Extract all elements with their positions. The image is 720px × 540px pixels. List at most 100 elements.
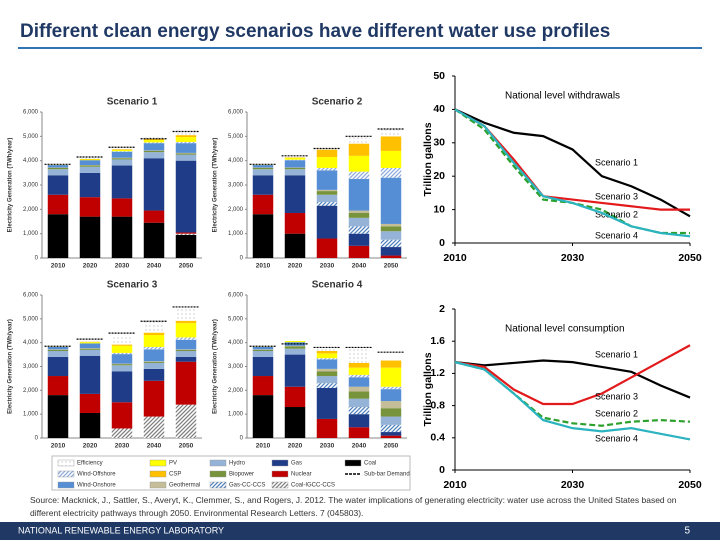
bar-segment <box>47 175 69 195</box>
bar-segment <box>348 143 370 156</box>
bar-segment <box>111 149 133 152</box>
legend-label: Coal <box>364 461 376 467</box>
bar-segment <box>143 143 165 151</box>
bar-segment <box>175 160 197 233</box>
legend-swatch <box>149 481 167 489</box>
y-tick-label: 2,000 <box>228 207 244 213</box>
x-tick-label: 2010 <box>51 263 66 270</box>
bar-segment <box>79 412 101 438</box>
chart-title: Scenario 3 <box>107 280 158 291</box>
bar-segment <box>316 167 338 171</box>
bar-segment <box>143 362 165 369</box>
y-tick-label: 4,000 <box>228 158 244 164</box>
series-label: Scenario 1 <box>595 349 638 359</box>
bar-segment <box>284 212 306 234</box>
series-line <box>454 108 691 218</box>
bar-segment <box>47 214 69 258</box>
y-tick-label: 5,000 <box>228 134 244 140</box>
bar-segment <box>111 216 133 258</box>
bar-segment <box>316 202 338 206</box>
bar-segment <box>284 175 306 213</box>
series-line <box>454 361 691 427</box>
y-tick-label: 3,000 <box>23 364 39 370</box>
bar-segment <box>348 233 370 246</box>
bar-segment <box>79 393 101 413</box>
chart-title: Scenario 4 <box>312 280 363 291</box>
bar-segment <box>348 386 370 392</box>
x-tick-label: 2010 <box>443 252 467 264</box>
bar-segment <box>111 159 133 166</box>
bar-segment <box>111 352 133 355</box>
bar-segment <box>175 130 197 136</box>
x-tick-label: 2030 <box>561 252 585 264</box>
chart-title: National level withdrawals <box>505 91 620 102</box>
bar-segment <box>47 351 69 357</box>
y-tick-label: 30 <box>433 137 445 149</box>
bar-segment <box>143 416 165 438</box>
bar-segment <box>348 155 370 172</box>
chart-title: National level consumption <box>505 324 625 335</box>
bar-segment <box>175 143 197 153</box>
bar-segment <box>111 149 133 150</box>
bar-segment <box>143 349 165 362</box>
x-tick-label: 2050 <box>678 479 702 491</box>
bar-segment <box>380 226 402 232</box>
y-tick-label: 40 <box>433 103 445 115</box>
bar-segment <box>348 217 370 227</box>
legend-swatch <box>57 470 75 478</box>
series-label: Scenario 2 <box>595 408 638 418</box>
y-tick-label: 0.8 <box>430 399 445 411</box>
bar-segment <box>252 351 274 357</box>
bar-segment <box>47 165 69 168</box>
bar-segment <box>348 427 370 438</box>
bar-segment <box>316 376 338 384</box>
x-tick-label: 2010 <box>443 479 467 491</box>
legend-label: Efficiency <box>77 461 103 467</box>
series-line <box>454 108 691 238</box>
x-tick-label: 2040 <box>147 443 162 450</box>
bar-segment <box>143 142 165 144</box>
bar-segment <box>79 342 101 344</box>
y-tick-label: 0 <box>35 436 39 442</box>
bar-segment <box>348 414 370 428</box>
x-tick-label: 2010 <box>256 443 271 450</box>
y-tick-label: 6,000 <box>228 110 244 116</box>
x-tick-label: 2010 <box>51 443 66 450</box>
legend-label: Gas-CC-CCS <box>229 483 265 489</box>
y-axis-label: Electricity Generation (TWh/year) <box>8 319 14 414</box>
bar-segment <box>175 361 197 405</box>
bar-segment <box>175 356 197 362</box>
bar-segment <box>143 150 165 153</box>
bar-segment <box>79 349 101 356</box>
legend-label: Gas <box>291 461 302 467</box>
bar-segment <box>143 332 165 336</box>
bar-segment <box>143 361 165 363</box>
y-tick-label: 6,000 <box>228 293 244 299</box>
bar-segment <box>380 150 402 168</box>
bar-segment <box>47 395 69 438</box>
bar-segment <box>316 149 338 158</box>
bar-segment <box>316 157 338 168</box>
bar-segment <box>252 349 274 352</box>
bar-segment <box>175 323 197 338</box>
y-tick-label: 0 <box>439 237 445 249</box>
footer-bar <box>0 522 720 540</box>
bar-segment <box>284 354 306 387</box>
bar-segment <box>47 194 69 215</box>
bar-segment <box>316 368 338 372</box>
y-axis-label: Trillion gallons <box>422 352 434 426</box>
x-tick-label: 2040 <box>147 263 162 270</box>
bar-segment <box>380 386 402 390</box>
x-tick-label: 2040 <box>352 263 367 270</box>
bar-segment <box>380 367 402 387</box>
bar-segment <box>284 155 306 158</box>
bar-segment <box>175 339 197 350</box>
y-tick-label: 0 <box>240 436 244 442</box>
series-line <box>454 359 691 399</box>
y-tick-label: 20 <box>433 170 445 182</box>
bar-segment <box>316 383 338 388</box>
bar-segment <box>316 371 338 377</box>
bar-segment <box>284 169 306 176</box>
